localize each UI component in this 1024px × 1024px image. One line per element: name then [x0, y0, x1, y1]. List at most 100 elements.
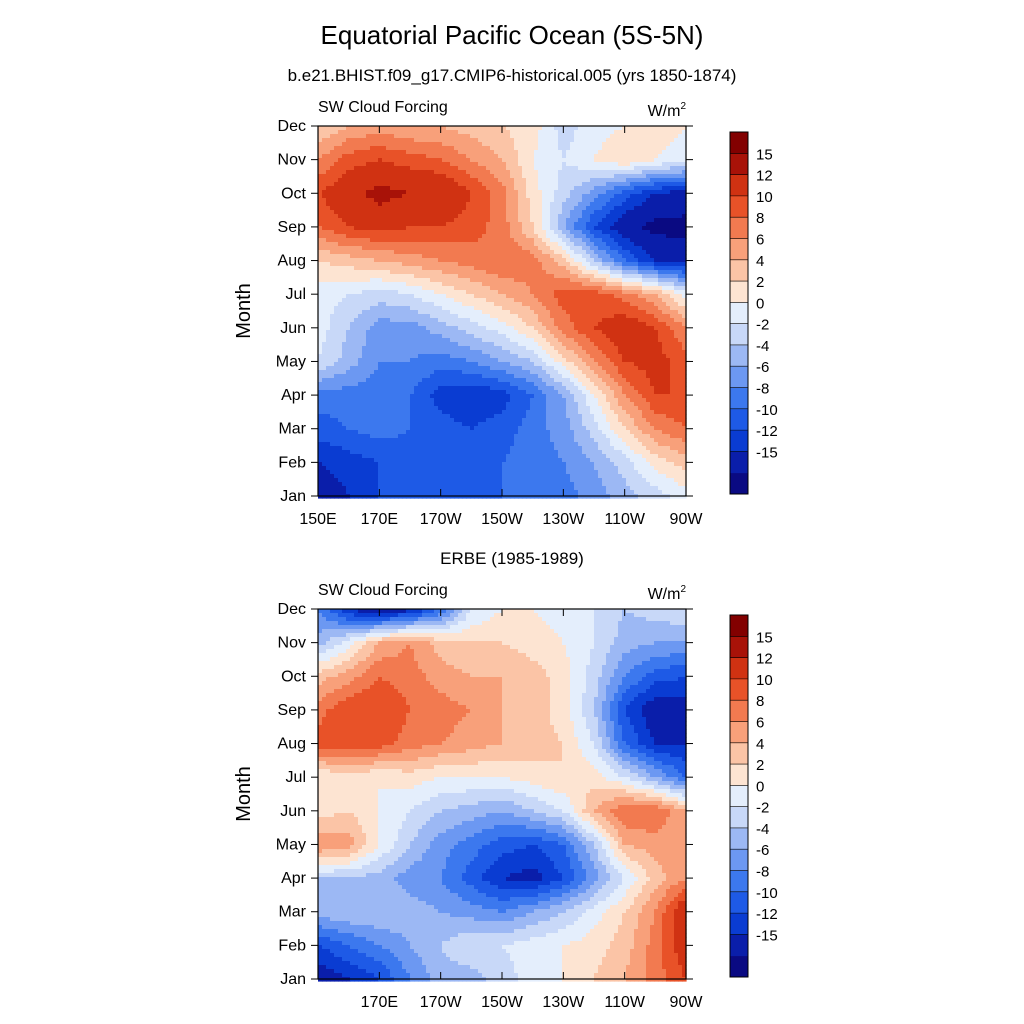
- heatmap-cell: [422, 274, 427, 279]
- heatmap-cell: [414, 126, 419, 131]
- heatmap-cell: [370, 286, 375, 291]
- heatmap-cell: [550, 310, 555, 315]
- heatmap-cell: [558, 218, 563, 223]
- heatmap-cell: [646, 310, 651, 315]
- heatmap-cell: [502, 330, 507, 335]
- heatmap-cell: [494, 150, 499, 155]
- heatmap-cell: [574, 190, 579, 195]
- heatmap-cell: [682, 162, 687, 167]
- heatmap-cell: [546, 162, 551, 167]
- heatmap-cell: [494, 238, 499, 243]
- heatmap-cell: [486, 178, 491, 183]
- heatmap-cell: [342, 174, 347, 179]
- heatmap-cell: [598, 286, 603, 291]
- heatmap-cell: [602, 230, 607, 235]
- heatmap-cell: [350, 154, 355, 159]
- heatmap-cell: [410, 274, 415, 279]
- heatmap-cell: [358, 334, 363, 339]
- heatmap-cell: [578, 302, 583, 307]
- heatmap-cell: [614, 206, 619, 211]
- heatmap-cell: [326, 174, 331, 179]
- heatmap-cell: [454, 250, 459, 255]
- heatmap-cell: [634, 190, 639, 195]
- heatmap-cell: [678, 218, 683, 223]
- heatmap-cell: [626, 130, 631, 135]
- heatmap-cell: [510, 182, 515, 187]
- heatmap-cell: [414, 178, 419, 183]
- heatmap-cell: [602, 154, 607, 159]
- heatmap-cell: [390, 210, 395, 215]
- heatmap-cell: [594, 282, 599, 287]
- heatmap-cell: [426, 210, 431, 215]
- heatmap-cell: [442, 206, 447, 211]
- heatmap-cell: [634, 302, 639, 307]
- heatmap-cell: [446, 226, 451, 231]
- heatmap-cell: [594, 186, 599, 191]
- heatmap-cell: [562, 126, 567, 131]
- heatmap-cell: [674, 330, 679, 335]
- heatmap-cell: [674, 314, 679, 319]
- heatmap-cell: [406, 294, 411, 299]
- heatmap-cell: [610, 322, 615, 327]
- heatmap-cell: [326, 150, 331, 155]
- heatmap-cell: [470, 326, 475, 331]
- heatmap-cell: [422, 134, 427, 139]
- heatmap-cell: [502, 278, 507, 283]
- heatmap-cell: [634, 150, 639, 155]
- heatmap-cell: [638, 230, 643, 235]
- heatmap-cell: [378, 282, 383, 287]
- heatmap-cell: [330, 178, 335, 183]
- heatmap-cell: [538, 186, 543, 191]
- heatmap-cell: [374, 290, 379, 295]
- heatmap-cell: [670, 330, 675, 335]
- heatmap-cell: [558, 254, 563, 259]
- heatmap-cell: [574, 274, 579, 279]
- heatmap-cell: [366, 282, 371, 287]
- heatmap-cell: [494, 274, 499, 279]
- chart-panel-1: b.e21.BHIST.f09_g17.CMIP6-historical.005…: [233, 66, 778, 528]
- heatmap-cell: [638, 270, 643, 275]
- heatmap-cell: [526, 286, 531, 291]
- heatmap-cell: [562, 298, 567, 303]
- heatmap-cell: [346, 166, 351, 171]
- heatmap-cell: [562, 138, 567, 143]
- heatmap-cell: [654, 294, 659, 299]
- heatmap-cell: [390, 154, 395, 159]
- heatmap-cell: [478, 226, 483, 231]
- heatmap-cell: [422, 218, 427, 223]
- heatmap-cell: [430, 198, 435, 203]
- heatmap-cell: [670, 174, 675, 179]
- heatmap-cell: [330, 150, 335, 155]
- heatmap-cell: [510, 126, 515, 131]
- heatmap-cell: [566, 166, 571, 171]
- heatmap-cell: [486, 330, 491, 335]
- heatmap-cell: [566, 130, 571, 135]
- heatmap-cell: [522, 174, 527, 179]
- heatmap-cell: [402, 142, 407, 147]
- heatmap-cell: [342, 322, 347, 327]
- heatmap-cell: [350, 230, 355, 235]
- heatmap-cell: [566, 330, 571, 335]
- heatmap-cell: [382, 322, 387, 327]
- heatmap-cell: [486, 242, 491, 247]
- heatmap-cell: [578, 182, 583, 187]
- heatmap-cell: [434, 154, 439, 159]
- heatmap-cell: [430, 274, 435, 279]
- heatmap-cell: [674, 274, 679, 279]
- heatmap-cell: [494, 270, 499, 275]
- heatmap-cell: [678, 302, 683, 307]
- heatmap-cell: [658, 218, 663, 223]
- heatmap-cell: [566, 294, 571, 299]
- heatmap-cell: [658, 302, 663, 307]
- heatmap-cell: [574, 318, 579, 323]
- heatmap-cell: [418, 242, 423, 247]
- heatmap-cell: [630, 334, 635, 339]
- heatmap-cell: [542, 318, 547, 323]
- heatmap-cell: [618, 154, 623, 159]
- heatmap-cell: [466, 278, 471, 283]
- heatmap-cell: [474, 258, 479, 263]
- heatmap-cell: [566, 314, 571, 319]
- heatmap-cell: [486, 314, 491, 319]
- heatmap-cell: [426, 290, 431, 295]
- heatmap-cell: [494, 182, 499, 187]
